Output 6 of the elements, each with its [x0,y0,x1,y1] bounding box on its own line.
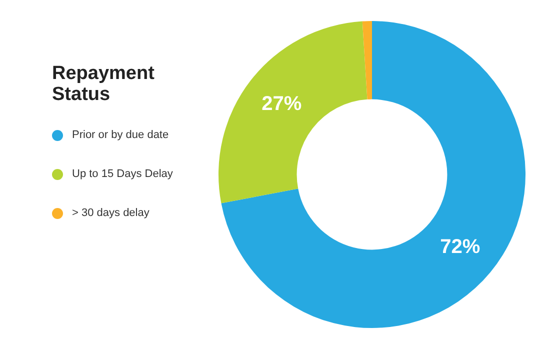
legend-label: > 30 days delay [72,207,150,219]
data-label: 27% [262,92,302,115]
legend-title: Repayment Status [52,63,156,105]
legend-label: Up to 15 Days Delay [72,168,173,180]
data-label: 72% [440,236,480,258]
legend-label: Prior or by due date [72,129,169,141]
